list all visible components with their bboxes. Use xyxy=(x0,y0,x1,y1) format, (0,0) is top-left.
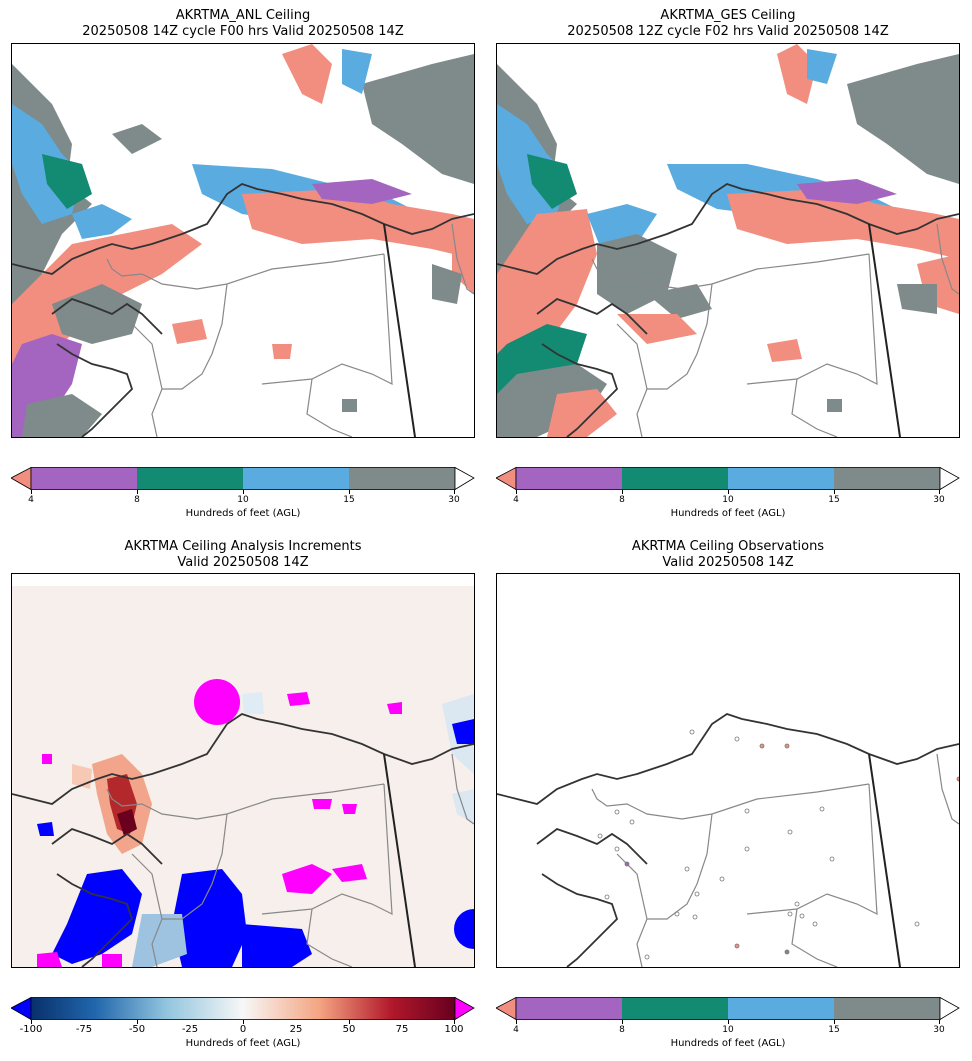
obs-colorbar: 4 8 10 15 30 Hundreds of feet (AGL) xyxy=(495,996,960,1057)
ges-map xyxy=(496,43,960,438)
anl-tick-15: 15 xyxy=(343,495,355,505)
anl-colorbar-label: Hundreds of feet (AGL) xyxy=(185,508,301,519)
inc-negative-region-central xyxy=(172,869,247,967)
inc-coastline xyxy=(12,713,474,967)
obs-low-ceiling-markers xyxy=(624,743,959,955)
obs-map xyxy=(496,573,960,968)
inc-colorbar-svg xyxy=(10,996,475,1021)
obs-state-boundaries xyxy=(591,753,959,967)
inc-negative-blob-east xyxy=(454,909,474,949)
anl-ceiling-fill xyxy=(12,44,474,437)
ges-colorbar: 4 8 10 15 30 Hundreds of feet (AGL) xyxy=(495,466,960,527)
inc-tick-100: 100 xyxy=(444,1024,464,1035)
obs-station-markers xyxy=(597,729,920,960)
anl-tick-8: 8 xyxy=(134,495,140,505)
anl-map-svg xyxy=(12,44,474,437)
inc-map xyxy=(11,573,475,968)
panel-ges-title-line1: AKRTMA_GES Ceiling xyxy=(660,8,796,23)
inc-tick-neg75: -75 xyxy=(75,1024,93,1035)
inc-tick-neg50: -50 xyxy=(128,1024,146,1035)
anl-map xyxy=(11,43,475,438)
inc-tick-neg25: -25 xyxy=(181,1024,199,1035)
obs-border-line xyxy=(868,753,901,967)
inc-colorbar-over xyxy=(454,996,475,1021)
ges-colorbar-svg xyxy=(495,466,960,491)
panel-ges-title-line2: 20250508 12Z cycle F02 hrs Valid 2025050… xyxy=(567,24,889,39)
ges-map-svg xyxy=(497,44,959,437)
ges-tick-30: 30 xyxy=(933,495,945,505)
anl-tick-10: 10 xyxy=(237,495,249,505)
ges-border-line xyxy=(868,223,901,437)
panel-inc-title: AKRTMA Ceiling Analysis Increments Valid… xyxy=(11,539,475,571)
panel-ges-title: AKRTMA_GES Ceiling 20250508 12Z cycle F0… xyxy=(496,8,960,40)
ges-state-boundaries xyxy=(591,223,959,437)
obs-map-svg xyxy=(497,713,959,967)
obs-tick-4: 4 xyxy=(513,1025,519,1035)
panel-anl-title-line1: AKRTMA_ANL Ceiling xyxy=(175,8,311,23)
anl-tick-30: 30 xyxy=(448,495,460,505)
anl-colorbar-svg xyxy=(10,466,475,491)
inc-border-line xyxy=(383,753,416,967)
anl-coastline xyxy=(12,183,474,437)
inc-colorbar-label: Hundreds of feet (AGL) xyxy=(185,1038,301,1049)
panel-obs-title-line1: AKRTMA Ceiling Observations xyxy=(631,539,825,554)
ges-ceiling-fill xyxy=(497,44,959,437)
ges-colorbar-label: Hundreds of feet (AGL) xyxy=(670,508,786,519)
obs-tick-15: 15 xyxy=(828,1025,840,1035)
obs-tick-10: 10 xyxy=(722,1025,734,1035)
inc-map-svg xyxy=(12,586,474,967)
inc-tick-25: 25 xyxy=(289,1024,303,1035)
inc-fill xyxy=(37,679,474,967)
inc-colorbar: -100 -75 -50 -25 0 25 50 75 100 Hundreds… xyxy=(10,996,475,1057)
obs-tick-30: 30 xyxy=(933,1025,945,1035)
inc-positive-blob xyxy=(194,679,240,725)
inc-tick-50: 50 xyxy=(342,1024,356,1035)
inc-tick-neg100: -100 xyxy=(19,1024,43,1035)
ges-tick-8: 8 xyxy=(619,495,625,505)
anl-state-boundaries xyxy=(106,223,474,437)
panel-obs-title-line2: Valid 20250508 14Z xyxy=(662,555,794,570)
panel-anl-title: AKRTMA_ANL Ceiling 20250508 14Z cycle F0… xyxy=(11,8,475,40)
inc-tick-75: 75 xyxy=(395,1024,409,1035)
inc-colorbar-under xyxy=(10,996,32,1021)
anl-tick-4: 4 xyxy=(28,495,34,505)
panel-inc-title-line1: AKRTMA Ceiling Analysis Increments xyxy=(124,539,362,554)
anl-border-line xyxy=(383,223,416,437)
panel-inc-title-line2: Valid 20250508 14Z xyxy=(177,555,309,570)
inc-negative-region-west xyxy=(52,869,142,964)
ges-tick-15: 15 xyxy=(828,495,840,505)
anl-colorbar-over xyxy=(454,466,475,491)
obs-colorbar-label: Hundreds of feet (AGL) xyxy=(670,1038,786,1049)
obs-colorbar-svg xyxy=(495,996,960,1021)
anl-colorbar-under xyxy=(10,466,32,491)
ges-tick-10: 10 xyxy=(722,495,734,505)
obs-coastline xyxy=(497,713,959,967)
obs-tick-8: 8 xyxy=(619,1025,625,1035)
inc-tick-0: 0 xyxy=(239,1024,247,1035)
ges-coastline xyxy=(497,183,959,437)
ges-tick-4: 4 xyxy=(513,495,519,505)
anl-colorbar: 4 8 10 15 30 Hundreds of feet (AGL) xyxy=(10,466,475,527)
inc-state-boundaries xyxy=(106,753,474,967)
panel-anl-title-line2: 20250508 14Z cycle F00 hrs Valid 2025050… xyxy=(82,24,404,39)
panel-obs-title: AKRTMA Ceiling Observations Valid 202505… xyxy=(496,539,960,571)
